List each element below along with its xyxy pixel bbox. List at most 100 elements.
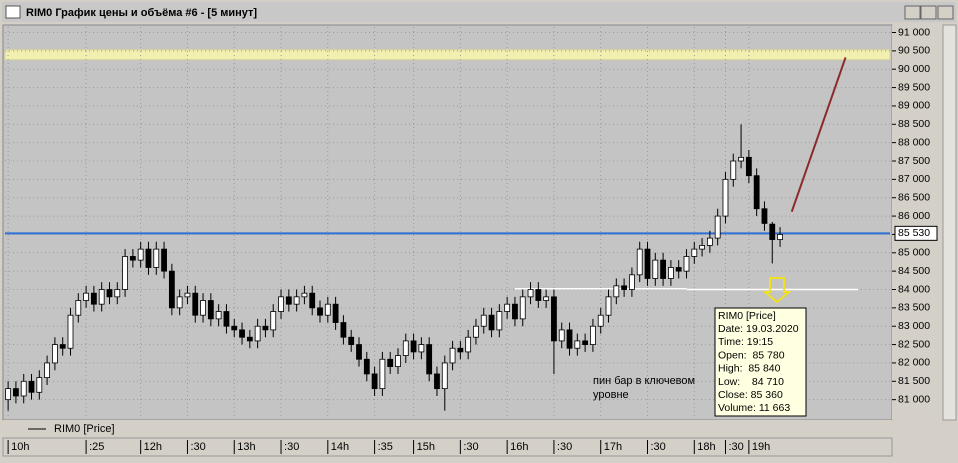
candle-body — [324, 303, 331, 316]
candle-body — [20, 380, 27, 397]
x-tick-label: 13h — [237, 441, 255, 453]
candle-body — [753, 175, 760, 210]
candle-body — [410, 340, 417, 353]
candle-body — [558, 329, 565, 342]
candle-body — [176, 296, 183, 309]
candle-body — [613, 285, 620, 298]
window-icon — [5, 5, 21, 19]
annotation-line: пин бар в ключевом — [593, 375, 695, 387]
candle-body — [192, 292, 199, 316]
x-tick-label: :25 — [89, 441, 104, 453]
tooltip-line: Volume: 11 663 — [718, 402, 790, 414]
candle-body — [309, 292, 316, 309]
candle-body — [44, 362, 51, 379]
candle-body — [551, 296, 557, 342]
y-tick-label: 86 500 — [898, 191, 930, 203]
candle-body — [660, 259, 666, 279]
candle-body — [426, 344, 433, 375]
trend-line — [790, 57, 847, 212]
window-title: RIM0 График цены и объёма #6 - [5 минут] — [26, 7, 257, 19]
x-tick-label: :30 — [284, 441, 299, 453]
window-buttons[interactable] — [904, 5, 954, 20]
y-tick-label: 81 000 — [898, 393, 930, 405]
candle-body — [285, 296, 292, 305]
candle-body — [379, 358, 386, 390]
candle-body — [605, 296, 612, 316]
candle-body — [473, 325, 479, 338]
maximize-button[interactable] — [920, 5, 937, 20]
candle-body — [246, 336, 253, 342]
y-tick-label: 91 000 — [898, 26, 930, 38]
candle-body — [504, 303, 511, 312]
candle-body — [67, 314, 74, 349]
candle-body — [488, 314, 495, 331]
candle-body — [457, 347, 464, 353]
candle-body — [129, 256, 136, 261]
y-tick-label: 89 000 — [898, 100, 930, 112]
y-tick-label: 86 000 — [898, 210, 930, 222]
legend-area — [3, 420, 892, 438]
tooltip — [714, 307, 807, 417]
candle-body — [348, 336, 355, 345]
candle-body — [683, 256, 690, 272]
candle-body — [317, 307, 323, 316]
minimize-button[interactable] — [904, 5, 921, 20]
candle-body — [543, 296, 550, 301]
candle-body — [745, 156, 752, 177]
candle-body — [36, 377, 43, 393]
plot: 81 000 81 500 82 000 82 500 83 000 83 500 84 0… — [4, 26, 938, 454]
candle-body — [434, 373, 440, 390]
y-tick-label: 82 500 — [898, 338, 930, 350]
candle-body — [153, 248, 160, 268]
y-tick-label: 81 500 — [898, 375, 930, 387]
candle-body — [207, 300, 214, 320]
candle-body — [597, 314, 604, 327]
candle-body — [777, 234, 783, 240]
x-axis-area — [2, 437, 893, 457]
y-tick-label: 87 000 — [898, 173, 930, 185]
tooltip-line: High: 85 840 — [718, 363, 781, 375]
candle-body — [254, 325, 261, 342]
tooltip-line: Close: 85 360 — [718, 389, 783, 401]
candle-body — [106, 289, 113, 298]
candle-body — [629, 274, 635, 290]
scrollbar[interactable] — [942, 24, 957, 421]
candle-body — [5, 388, 12, 401]
candle-body — [480, 314, 487, 327]
candle-body — [496, 311, 503, 331]
x-tick-label: 18h — [697, 441, 715, 453]
candle-body — [231, 325, 238, 331]
legend-label: RIM0 [Price] — [54, 423, 115, 435]
candle-body — [137, 248, 144, 261]
y-tick-label: 89 500 — [898, 81, 930, 93]
candle-body — [402, 340, 409, 356]
candle-body — [278, 296, 284, 312]
candle-body — [574, 340, 581, 349]
candle-body — [387, 358, 394, 368]
candle-body — [161, 248, 167, 272]
close-button[interactable] — [937, 5, 954, 20]
candle-body — [184, 292, 191, 298]
candle-body — [706, 237, 713, 246]
candle-body — [418, 344, 425, 353]
candle-body — [52, 344, 58, 364]
x-tick-label: :30 — [651, 441, 666, 453]
candle-body — [340, 322, 347, 338]
candle-body — [449, 347, 456, 364]
candle-body — [519, 296, 526, 320]
candle-body — [332, 303, 339, 323]
candle-body — [13, 388, 19, 397]
y-tick-label: 82 000 — [898, 357, 930, 369]
x-tick-label: 15h — [417, 441, 435, 453]
y-tick-label: 90 500 — [898, 45, 930, 57]
arrow-marker — [762, 277, 792, 304]
tooltip-line: Time: 19:15 — [718, 336, 773, 348]
candle-body — [566, 329, 573, 349]
candle-body — [714, 215, 721, 239]
candle-body — [98, 289, 105, 305]
candle-body — [356, 344, 362, 360]
x-tick-label: :30 — [728, 441, 743, 453]
candle-body — [83, 292, 89, 301]
